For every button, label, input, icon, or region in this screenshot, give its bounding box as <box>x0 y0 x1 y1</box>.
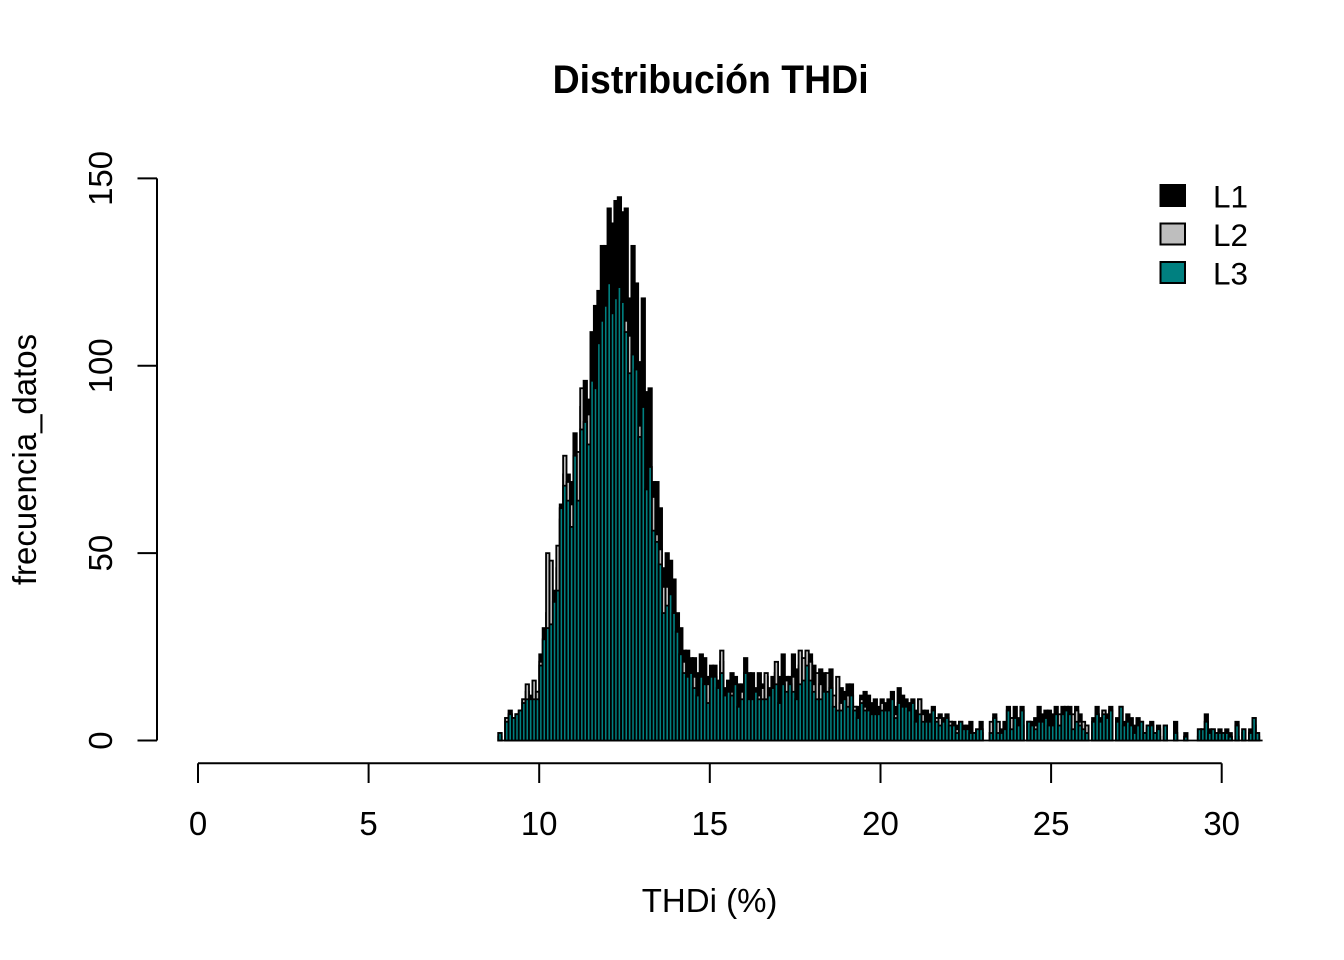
svg-text:Distribución THDi: Distribución THDi <box>553 58 869 102</box>
svg-text:20: 20 <box>862 805 899 842</box>
svg-text:25: 25 <box>1033 805 1070 842</box>
svg-text:5: 5 <box>359 805 377 842</box>
svg-text:100: 100 <box>82 338 119 393</box>
svg-text:50: 50 <box>82 535 119 572</box>
svg-text:15: 15 <box>691 805 728 842</box>
svg-text:L2: L2 <box>1213 217 1248 253</box>
svg-text:30: 30 <box>1203 805 1240 842</box>
svg-text:THDi (%): THDi (%) <box>642 882 778 919</box>
svg-text:L3: L3 <box>1213 256 1248 292</box>
svg-text:0: 0 <box>189 805 207 842</box>
svg-text:frecuencia_datos: frecuencia_datos <box>6 334 43 585</box>
svg-text:0: 0 <box>82 731 119 749</box>
svg-text:150: 150 <box>82 151 119 206</box>
svg-text:10: 10 <box>521 805 558 842</box>
svg-text:L1: L1 <box>1213 179 1248 215</box>
